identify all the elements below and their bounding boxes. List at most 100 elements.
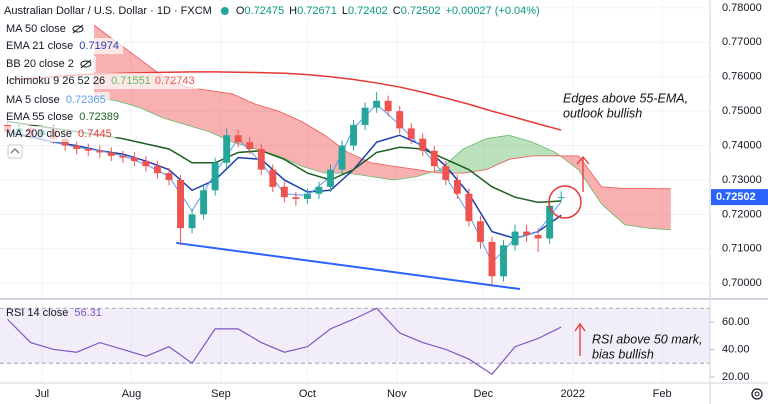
- candle-body: [188, 214, 196, 229]
- cloud-segment: [186, 87, 210, 132]
- candle-body: [257, 149, 265, 170]
- candle-body: [177, 179, 184, 229]
- settings-icon[interactable]: [751, 388, 763, 400]
- candle-body: [280, 186, 288, 198]
- ohlc-letter: H: [289, 5, 297, 17]
- cloud-segment: [370, 162, 394, 180]
- x-tick-label: Aug: [122, 388, 142, 400]
- ohlc-letter: C: [393, 5, 401, 17]
- candle-body: [211, 162, 219, 191]
- up-arrow: [576, 156, 590, 192]
- legend-value: 0.72743: [155, 75, 195, 87]
- collapse-button[interactable]: [7, 144, 23, 159]
- x-tick-label: Sep: [211, 388, 231, 400]
- y-tick-label: 0.72000: [722, 208, 762, 220]
- legend-bg: [2, 126, 116, 142]
- cloud-segment: [255, 104, 279, 156]
- header-bg: [0, 2, 440, 20]
- legend-bg: [2, 73, 199, 89]
- candle-body: [234, 135, 242, 143]
- cloud-segment: [301, 121, 325, 174]
- hidden-icon[interactable]: [80, 59, 92, 69]
- candle-body: [465, 193, 473, 222]
- candle-body: [303, 193, 311, 199]
- candle-body: [165, 173, 173, 180]
- candle-body: [153, 166, 161, 174]
- ohlc-value: 0.72502: [401, 5, 441, 17]
- ohlc-letter: O: [236, 5, 245, 17]
- collapse-icon: [10, 148, 20, 154]
- candle-body: [546, 205, 554, 239]
- grid: [0, 0, 710, 383]
- eye-slash: [80, 59, 92, 69]
- legend-name: Ichimoku 9 26 52 26: [6, 75, 105, 87]
- candle-body: [361, 107, 369, 125]
- candle-body: [84, 149, 92, 151]
- legend-value: 0.72389: [79, 111, 119, 123]
- rsi-line: [7, 307, 562, 376]
- legend-value: 0.71551: [111, 75, 151, 87]
- x-tick-label: Dec: [474, 388, 494, 400]
- candle-body: [200, 190, 208, 215]
- legend-name: MA 200 close: [6, 128, 72, 140]
- eye-slash: [72, 24, 84, 34]
- candle-body: [442, 166, 450, 180]
- y-tick-label: 0.73000: [722, 174, 762, 186]
- candle-body: [557, 197, 565, 199]
- hidden-icon[interactable]: [72, 24, 84, 34]
- chart-title: Australian Dollar / U.S. Dollar · 1D · F…: [4, 5, 212, 17]
- cloud-segment: [278, 111, 302, 167]
- trendline: [176, 241, 521, 291]
- candle-body: [107, 152, 115, 156]
- legend-value: 0.71974: [79, 40, 119, 52]
- legend-name: EMA 55 close: [6, 111, 73, 123]
- rsi-legend-value: 56.31: [74, 307, 102, 319]
- candle-body: [223, 135, 231, 163]
- candle-body: [292, 197, 300, 199]
- change: +0.00027 (+0.04%): [445, 5, 539, 17]
- candle-body: [476, 221, 484, 242]
- rsi-annotation: bias bullish: [592, 347, 654, 361]
- annotation: Edges above 55-EMA,: [563, 91, 688, 105]
- legend-bg: [2, 109, 124, 125]
- candle-body: [500, 245, 507, 277]
- cloud-segment: [509, 135, 533, 160]
- candle-body: [119, 155, 127, 158]
- y-tick-label: 0.71000: [722, 243, 762, 255]
- candle-body: [488, 241, 496, 277]
- highlight-circle: [548, 185, 582, 219]
- cloud-segment: [463, 138, 487, 174]
- rsi-legend-name: RSI 14 close: [6, 307, 68, 319]
- candle-body: [523, 231, 531, 236]
- legend-bg: [2, 92, 110, 108]
- legend-bg: [2, 56, 96, 72]
- ohlc-letter: L: [342, 5, 348, 17]
- cloud-segment: [601, 186, 625, 225]
- legend-name: MA 50 close: [6, 23, 66, 35]
- legend-bg: [2, 21, 88, 37]
- candle-body: [350, 124, 358, 146]
- y-tick-label: 0.77000: [722, 36, 762, 48]
- candle-body: [315, 186, 323, 194]
- ohlc-value: 0.72475: [244, 5, 284, 17]
- cloud-segment: [647, 188, 671, 230]
- cloud-segment: [486, 135, 510, 170]
- candle-body: [373, 100, 381, 108]
- candle-body: [73, 145, 81, 149]
- legend-bg: [2, 38, 124, 54]
- rsi-pane: [0, 307, 714, 378]
- candle-body: [534, 235, 542, 239]
- rsi-annotation: RSI above 50 mark,: [592, 332, 702, 346]
- rsi-up-arrow: [574, 322, 586, 356]
- candle-body: [453, 179, 461, 194]
- eye: [80, 60, 92, 68]
- legend-value: 0.7445: [78, 128, 112, 140]
- x-tick-label: 2022: [560, 388, 584, 400]
- candle-body: [61, 138, 69, 146]
- candle-body: [419, 138, 427, 151]
- candle-body: [327, 169, 334, 187]
- cloud-segment: [532, 142, 556, 156]
- candle-body: [246, 142, 254, 149]
- rsi-tick-label: 20.00: [722, 371, 750, 383]
